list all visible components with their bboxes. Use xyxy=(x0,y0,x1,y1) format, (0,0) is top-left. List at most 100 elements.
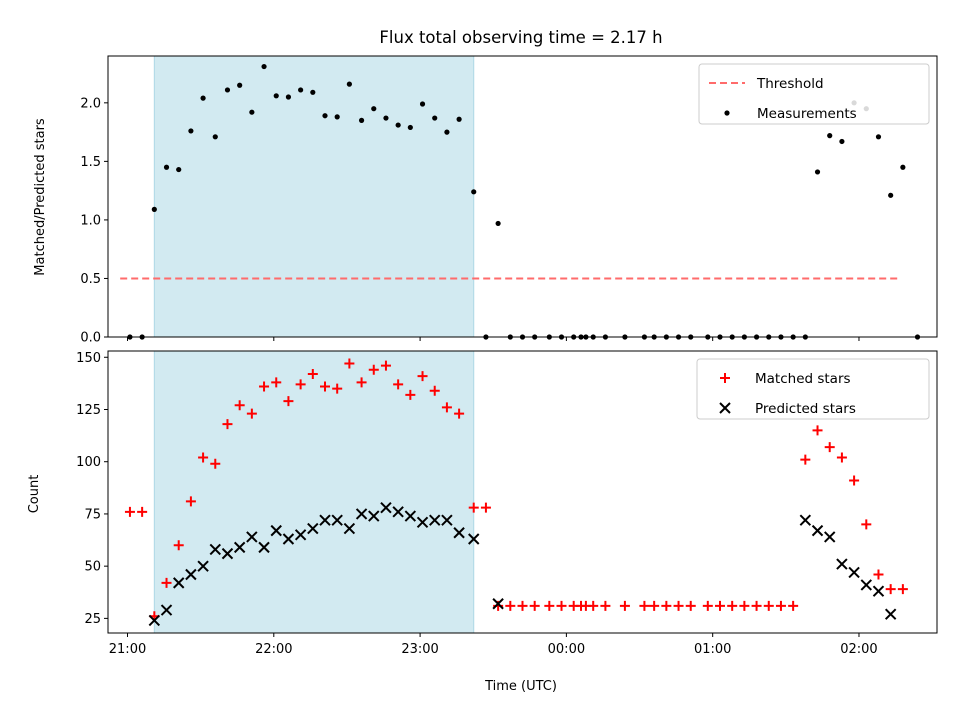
predicted-star-point xyxy=(836,558,848,570)
matched-star-point xyxy=(588,600,599,611)
matched-star-point xyxy=(673,600,684,611)
matched-star-point xyxy=(897,584,908,595)
matched-star-point xyxy=(356,377,367,388)
matched-star-point xyxy=(295,379,306,390)
matched-star-point xyxy=(727,600,738,611)
top-ytick-label: 2.0 xyxy=(80,96,101,111)
matched-star-point xyxy=(320,381,331,392)
measurement-point xyxy=(298,87,304,93)
matched-star-point xyxy=(185,496,196,507)
top-axes-frame xyxy=(107,55,938,338)
measurement-point xyxy=(212,134,218,140)
predicted-star-point xyxy=(416,516,429,528)
measurement-point xyxy=(383,115,389,121)
bottom-ytick-label: 150 xyxy=(76,351,101,366)
matched-star-point xyxy=(161,577,172,588)
legend-matched-swatch xyxy=(720,373,730,383)
predicted-star-point xyxy=(246,531,258,543)
bottom-ytick-label: 50 xyxy=(84,560,101,575)
measurement-point xyxy=(407,124,413,131)
predicted-star-point xyxy=(209,543,221,556)
measurement-point xyxy=(371,106,377,112)
matched-star-point xyxy=(824,442,835,453)
predicted-star-point xyxy=(270,524,282,537)
matched-star-point xyxy=(714,600,725,611)
matched-star-point xyxy=(861,519,872,530)
predicted-star-point xyxy=(811,524,824,537)
measurement-point xyxy=(261,63,267,70)
predicted-star-point xyxy=(185,568,197,581)
predicted-star-point xyxy=(368,510,380,522)
matched-star-point xyxy=(505,600,516,611)
predicted-star-point xyxy=(468,533,480,545)
predicted-star-point xyxy=(872,585,885,597)
matched-star-point xyxy=(271,377,282,388)
top-ylabel: Matched/Predicted stars xyxy=(33,118,48,276)
predicted-star-point xyxy=(233,541,246,554)
matched-star-point xyxy=(685,600,696,611)
predicted-star-point xyxy=(884,608,897,620)
matched-star-point xyxy=(812,425,823,436)
predicted-star-point xyxy=(258,541,270,554)
matched-star-point xyxy=(739,600,750,611)
measurement-point xyxy=(224,87,231,93)
matched-star-point xyxy=(246,408,257,419)
predicted-star-point xyxy=(380,501,392,514)
predicted-star-point xyxy=(221,547,234,560)
matched-star-point xyxy=(307,368,318,379)
matched-star-point xyxy=(368,364,379,375)
matched-star-point xyxy=(259,381,270,392)
matched-star-point xyxy=(775,600,786,611)
matched-star-point xyxy=(800,454,811,465)
measurement-point xyxy=(273,93,279,99)
measurement-point xyxy=(163,164,170,170)
predicted-star-point xyxy=(294,529,307,541)
top-legend: Threshold Measurements xyxy=(698,63,930,125)
matched-star-point xyxy=(619,600,630,611)
top-ytick-label: 1.5 xyxy=(80,155,101,170)
measurement-point xyxy=(875,134,882,140)
matched-star-point xyxy=(344,358,355,369)
matched-star-point xyxy=(173,540,184,551)
predicted-star-point xyxy=(343,522,356,535)
measurement-point xyxy=(249,109,255,115)
xtick-label: 22:00 xyxy=(255,642,292,657)
matched-star-point xyxy=(393,379,404,390)
predicted-star-point xyxy=(441,514,453,526)
top-legend-box xyxy=(698,63,930,125)
legend-label: Threshold xyxy=(756,76,824,92)
matched-star-point xyxy=(234,400,245,411)
top-ytick-label: 0.0 xyxy=(80,331,101,346)
count-panel: 25 50 75 100 125 150 21:00 22:00 23:00 00:00 01:00… xyxy=(76,350,938,657)
measurement-point xyxy=(827,133,833,139)
predicted-star-point xyxy=(173,577,185,589)
measurement-point xyxy=(419,101,426,107)
matched-star-point xyxy=(873,569,884,580)
measurement-point xyxy=(358,117,365,123)
matched-star-point xyxy=(332,383,343,394)
predicted-star-point xyxy=(848,566,860,579)
bottom-ytick-label: 125 xyxy=(76,403,101,418)
matched-star-point xyxy=(137,506,148,517)
predicted-star-point xyxy=(824,531,836,543)
predicted-star-point xyxy=(148,614,161,627)
measurement-point xyxy=(188,128,194,134)
matched-star-point xyxy=(763,600,774,611)
measurement-point xyxy=(285,94,292,100)
predicted-star-point xyxy=(319,514,331,526)
measurement-point xyxy=(176,166,182,173)
bottom-legend-box xyxy=(696,358,930,420)
matched-star-point xyxy=(454,408,465,419)
bottom-ytick-label: 100 xyxy=(76,455,101,470)
measurement-point xyxy=(151,206,157,212)
bottom-ytick-label: 25 xyxy=(84,612,101,627)
matched-star-point xyxy=(468,502,479,513)
xtick-label: 00:00 xyxy=(548,642,585,657)
matched-star-point xyxy=(429,385,440,396)
predicted-star-point xyxy=(355,508,368,520)
matched-star-point xyxy=(441,402,452,413)
predicted-star-point xyxy=(392,506,404,518)
matched-star-point xyxy=(124,506,135,517)
matched-star-point xyxy=(198,452,209,463)
measurement-point xyxy=(444,129,450,135)
